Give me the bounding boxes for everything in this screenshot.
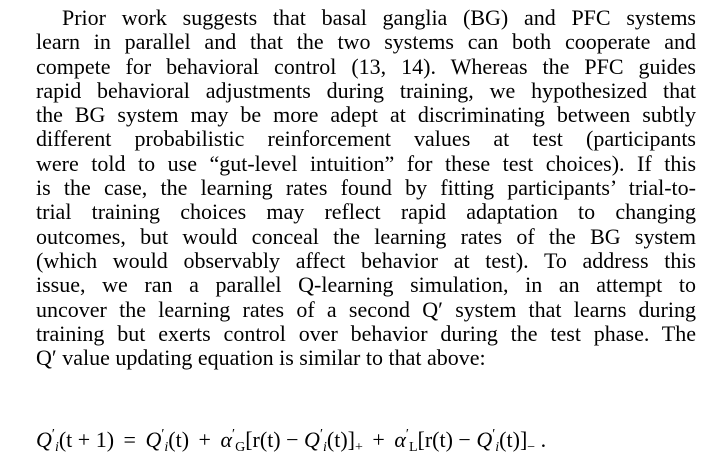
paragraph-line: training but exerts control over behavio… (36, 320, 696, 346)
q-prime-update-equation: Q′i(t + 1) = Q′i(t) + α′G[r(t) − Q′i(t)]… (36, 427, 547, 455)
paragraph-line: the BG system may be more adept at discr… (36, 102, 696, 128)
paragraph-line: learn in parallel and that the two syste… (36, 29, 696, 55)
paragraph-line: uncover the learning rates of a second Q… (36, 296, 696, 322)
paragraph-line: were told to use “gut-level intuition” f… (36, 150, 696, 176)
paragraph-line: trial training choices may reflect rapid… (36, 199, 696, 225)
body-paragraph: Prior work suggests that basal ganglia (… (36, 5, 696, 371)
paragraph-line: is the case, the learning rates found by… (36, 175, 696, 201)
cut-off-previous-line (0, 0, 724, 4)
paragraph-line: rapid behavioral adjustments during trai… (36, 77, 696, 103)
paragraph-line: compete for behavioral control (13, 14).… (36, 53, 696, 79)
paragraph-line: Prior work suggests that basal ganglia (… (62, 5, 696, 30)
paragraph-line: (which would observably affect behavior … (36, 247, 696, 273)
paragraph-line: Q′ value updating equation is similar to… (36, 345, 486, 371)
paragraph-line: issue, we ran a parallel Q-learning simu… (36, 272, 696, 298)
paragraph-line: outcomes, but would conceal the learning… (36, 223, 696, 249)
paragraph-line: different probabilistic reinforcement va… (36, 126, 696, 152)
